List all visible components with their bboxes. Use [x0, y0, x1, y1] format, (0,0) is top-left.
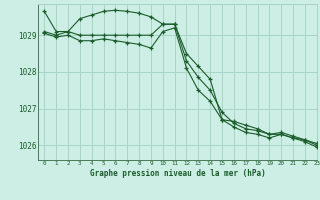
- X-axis label: Graphe pression niveau de la mer (hPa): Graphe pression niveau de la mer (hPa): [90, 169, 266, 178]
